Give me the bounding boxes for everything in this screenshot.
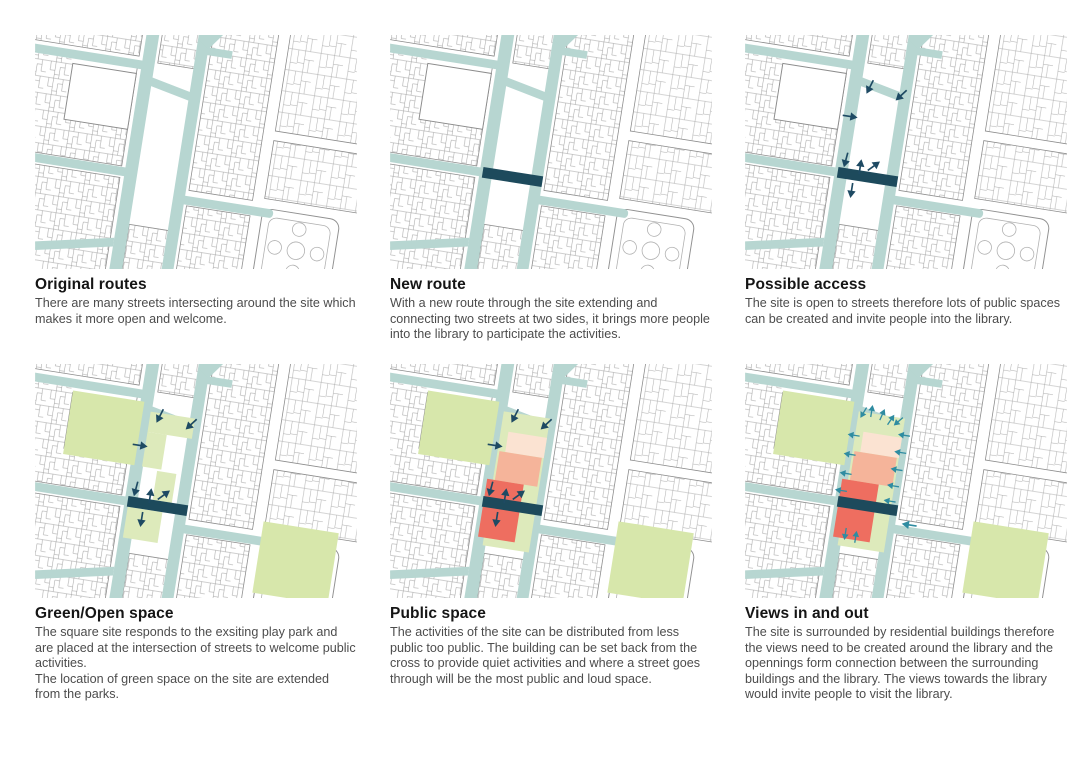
panel-original-routes: Original routes There are many streets i… — [35, 35, 357, 364]
map-green-open-space — [35, 364, 357, 598]
panel-title: Possible access — [745, 276, 867, 293]
site-map — [35, 35, 357, 269]
analysis-diagram-grid: Original routes There are many streets i… — [35, 35, 1067, 701]
panel-title: Green/Open space — [35, 605, 174, 622]
site-map — [390, 35, 712, 269]
panel-new-route: New route With a new route through the s… — [390, 35, 712, 364]
site-map — [35, 364, 357, 598]
panel-title: New route — [390, 276, 466, 293]
map-public-space — [390, 364, 712, 598]
map-new-route — [390, 35, 712, 269]
panel-title: Original routes — [35, 276, 147, 293]
panel-title: Views in and out — [745, 605, 869, 622]
panel-description: With a new route through the site extend… — [390, 296, 710, 342]
panel-description: The site is surrounded by residential bu… — [745, 625, 1055, 702]
panel-green-open-space: Green/Open space The square site respond… — [35, 364, 357, 701]
site-map — [745, 364, 1067, 598]
panel-views-in-and-out: Views in and out The site is surrounded … — [745, 364, 1067, 701]
map-original-routes — [35, 35, 357, 269]
site-map — [745, 35, 1067, 269]
panel-possible-access: Possible access The site is open to stre… — [745, 35, 1067, 364]
panel-public-space: Public space The activities of the site … — [390, 364, 712, 693]
panel-description: The square site responds to the exsiting… — [35, 625, 356, 702]
panel-description: The activities of the site can be distri… — [390, 625, 701, 686]
panel-title: Public space — [390, 605, 486, 622]
map-possible-access — [745, 35, 1067, 269]
site-map — [390, 364, 712, 598]
map-views-in-and-out — [745, 364, 1067, 598]
panel-description: There are many streets intersecting arou… — [35, 296, 356, 326]
panel-description: The site is open to streets therefore lo… — [745, 296, 1061, 326]
